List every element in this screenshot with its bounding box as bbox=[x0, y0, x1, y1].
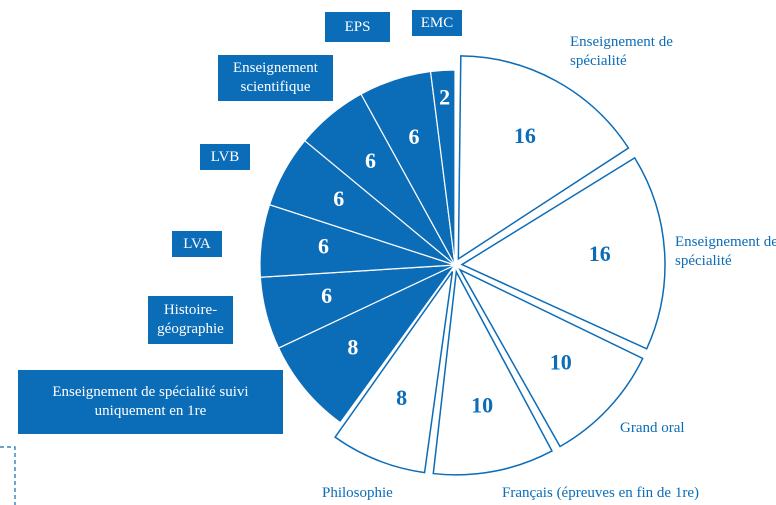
pie-slice bbox=[460, 156, 666, 350]
pie-slice bbox=[429, 69, 456, 266]
pie-slice bbox=[334, 271, 454, 474]
category-label: EMC bbox=[412, 10, 462, 36]
category-label: EPS bbox=[325, 12, 390, 42]
pie-slice bbox=[277, 264, 456, 424]
value-label: 6 bbox=[318, 233, 329, 258]
value-label: 10 bbox=[550, 349, 572, 374]
category-label: LVB bbox=[200, 144, 250, 170]
category-label: Enseignement de spécialité bbox=[675, 234, 776, 269]
category-label: Grand oral bbox=[620, 420, 685, 436]
pie-slice bbox=[432, 269, 553, 476]
value-label: 6 bbox=[365, 148, 376, 173]
category-label: LVA bbox=[172, 231, 222, 257]
category-label: Enseignement de spécialité suivi uniquem… bbox=[18, 370, 283, 434]
value-label: 6 bbox=[321, 283, 332, 308]
category-label: Histoire-géographie bbox=[148, 296, 233, 344]
value-label: 6 bbox=[409, 124, 420, 149]
value-label: 16 bbox=[589, 241, 611, 266]
category-label: Enseignement scientifique bbox=[218, 55, 333, 101]
category-label: Enseignement de spécialité bbox=[570, 34, 673, 69]
value-label: 16 bbox=[514, 123, 536, 148]
pie-slice bbox=[457, 55, 630, 261]
value-label: 8 bbox=[396, 385, 407, 410]
category-label: Philosophie bbox=[322, 485, 393, 501]
value-label: 10 bbox=[471, 393, 493, 418]
value-label: 8 bbox=[347, 335, 358, 360]
value-label: 6 bbox=[333, 186, 344, 211]
value-label: 2 bbox=[439, 85, 450, 110]
dashed-frame bbox=[0, 446, 16, 505]
category-label: Français (épreuves en fin de 1re) bbox=[502, 485, 699, 501]
pie-slice bbox=[458, 268, 644, 448]
